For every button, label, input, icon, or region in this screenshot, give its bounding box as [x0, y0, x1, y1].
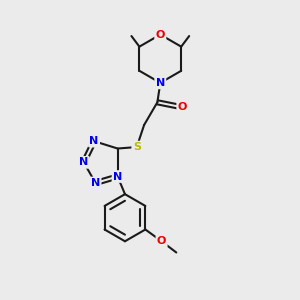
Text: S: S	[133, 142, 141, 152]
Text: O: O	[156, 30, 165, 40]
Text: O: O	[157, 236, 166, 246]
Text: N: N	[91, 178, 100, 188]
Text: N: N	[156, 78, 165, 88]
Text: N: N	[89, 136, 99, 146]
Text: O: O	[178, 102, 187, 112]
Text: N: N	[79, 158, 88, 167]
Text: N: N	[113, 172, 122, 182]
